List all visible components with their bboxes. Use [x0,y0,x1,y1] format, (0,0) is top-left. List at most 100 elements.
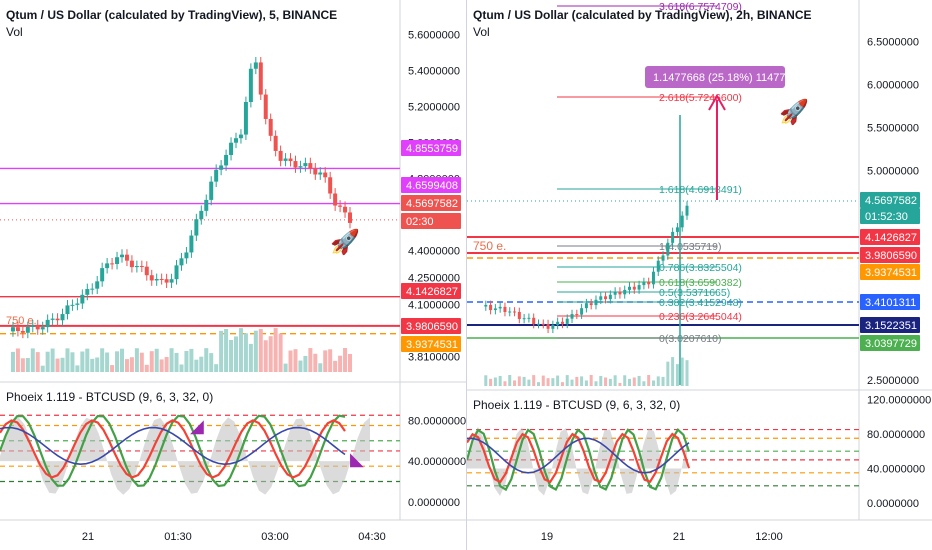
left-candle-body [204,199,209,211]
left-volume-bar [343,348,348,372]
left-candle-body [303,163,308,167]
right-candle-body [565,318,569,324]
left-volume-bar [328,349,333,372]
right-volume-bar [637,375,641,386]
right-price-tick: 6.5000000 [867,37,919,49]
right-candle-body [580,308,584,315]
left-candle-body [248,68,253,102]
left-volume-bar [70,352,75,372]
left-volume-bar [149,351,154,372]
right-volume-bar [675,364,679,386]
left-candle-body [293,161,298,168]
left-candle-body [70,304,75,306]
right-volume-bar [618,382,622,386]
right-candle-body [532,317,536,325]
left-price-label: 4.8553759 [406,143,458,155]
left-volume-bar [169,348,174,372]
right-osc-tick: 120.0000000 [867,394,931,406]
right-fib-label: 0.382(3.4152948) [659,297,742,309]
right-candle-body [628,286,632,290]
right-volume-bar [671,357,675,386]
right-time-tick: 12:00 [755,531,783,543]
right-candle-body [517,311,521,319]
right-volume-bar [484,375,488,386]
right-candle-body [637,285,641,290]
left-candle-body [55,318,60,321]
right-price-tick: 6.0000000 [867,80,919,92]
left-chart-svg[interactable]: 5.60000005.40000005.20000005.00000004.80… [0,0,466,550]
right-fib-label: 3.618(6.7574709) [659,1,742,13]
right-fib-label: 0(3.0207610) [659,333,721,345]
right-volume-bar [522,376,526,386]
right-volume-bar [541,375,545,386]
right-price-label: 01:52:30 [865,211,908,223]
right-candle-body [604,296,608,300]
right-osc-tick: 0.0000000 [867,498,919,510]
left-volume-bar [288,350,293,372]
left-volume-bar [258,329,263,372]
right-osc-line [467,432,691,484]
left-candle-body [234,138,238,143]
left-price-label-bg [401,213,461,229]
left-chart-pane[interactable]: 5.60000005.40000005.20000005.00000004.80… [0,0,466,550]
right-volume-bar [589,375,593,386]
left-volume-bar [303,355,308,372]
right-fib-label: 0.236(3.2645044) [659,311,742,323]
left-candle-body [179,258,184,266]
left-volume-bar [194,359,199,372]
right-candle-body [498,306,502,309]
left-volume-bar [308,348,313,372]
right-measure-arrowhead [708,93,726,111]
left-volume-bar [115,351,120,372]
right-volume-bar [532,375,536,386]
left-candle-body [308,163,313,169]
left-candle-body [189,235,194,253]
left-candle-body [258,62,263,95]
left-time-tick: 03:00 [261,531,289,543]
right-chart-svg[interactable]: 6.5000000 6.0000000 5.5000000 5.0000000 2.50… [467,0,932,550]
right-chart-pane[interactable]: 6.5000000 6.0000000 5.5000000 5.0000000 2.50… [466,0,932,550]
right-price-label-bg [860,264,920,280]
left-volume-bar [174,352,179,372]
right-volume-bar [536,382,540,386]
right-candle-body [623,289,627,295]
left-candle-body [154,278,159,281]
left-candle-body [164,279,169,283]
right-volume-bar [517,376,521,386]
left-volume-bar [238,328,243,372]
right-price-label: 3.9374531 [865,267,917,279]
right-fib-label: 0.786(3.8325504) [659,262,742,274]
right-candle-body [599,296,603,300]
right-price-label-bg [860,294,920,310]
left-volume-bar [95,357,100,372]
right-volume-bar [498,375,502,386]
left-volume-bar [179,364,184,372]
left-price-tick: 5.6000000 [408,29,460,41]
left-volume-bar [283,363,288,372]
left-candle-body [20,331,25,333]
left-volume-bar [224,328,229,372]
left-volume-bar [298,360,303,372]
left-volume-bar [214,364,219,372]
right-volume-bar [508,375,512,386]
right-osc-tick: 80.0000000 [867,429,925,441]
left-volume-bar [25,358,30,372]
right-candle-body [651,271,655,285]
right-candle-body [589,303,593,306]
right-750-label: 750 e. [473,239,506,253]
left-candle-body [253,62,258,69]
right-volume-bar [527,379,531,386]
right-fib-label: 0.5(3.5371665) [659,287,730,299]
right-volume-bar [632,377,636,386]
left-750-label: 750 e. [6,315,37,327]
right-price-tick: 5.5000000 [867,123,919,135]
right-price-label-bg [860,192,920,208]
left-volume-bar [229,339,234,372]
left-volume-bar [30,348,35,372]
left-volume-bar [159,359,164,372]
right-candle-body [608,294,612,300]
left-price-tick: 3.8100000 [408,352,460,364]
left-volume-bar [189,348,194,372]
right-volume-bar [556,375,560,386]
left-price-label-bg [401,140,461,156]
